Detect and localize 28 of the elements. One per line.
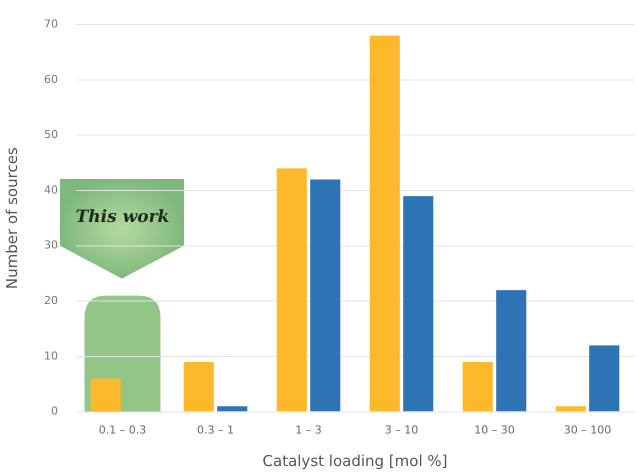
y-tick-label: 60: [44, 72, 58, 86]
bar: [589, 345, 620, 412]
bar: [184, 362, 214, 412]
bar: [370, 36, 400, 412]
x-tick-label: 1 – 3: [295, 423, 322, 436]
bar: [403, 196, 434, 412]
bar: [276, 168, 307, 412]
y-tick-label: 70: [44, 17, 58, 30]
y-tick-label: 20: [44, 294, 58, 308]
bar: [462, 362, 493, 412]
bar: [310, 179, 340, 412]
y-tick-label: 30: [44, 238, 58, 252]
y-tick-label: 0: [50, 404, 58, 418]
bar: [90, 378, 121, 412]
bar: [496, 290, 526, 412]
bar: [556, 406, 586, 412]
y-tick-label: 50: [44, 128, 58, 142]
y-tick-label: 40: [44, 183, 58, 196]
x-tick-label: 0.1 – 0.3: [98, 423, 146, 436]
annotation: This work: [76, 207, 170, 228]
x-tick-label: 3 – 10: [384, 423, 418, 436]
x-tick-label: 0.3 – 1: [197, 423, 234, 436]
y-axis-title: Number of sources: [2, 147, 21, 290]
x-axis-title: Catalyst loading [mol %]: [262, 452, 448, 470]
x-tick-label: 10 – 30: [474, 423, 515, 436]
y-tick-label: 10: [44, 349, 58, 362]
x-tick-label: 30 – 100: [564, 423, 612, 436]
bar: [217, 406, 248, 412]
